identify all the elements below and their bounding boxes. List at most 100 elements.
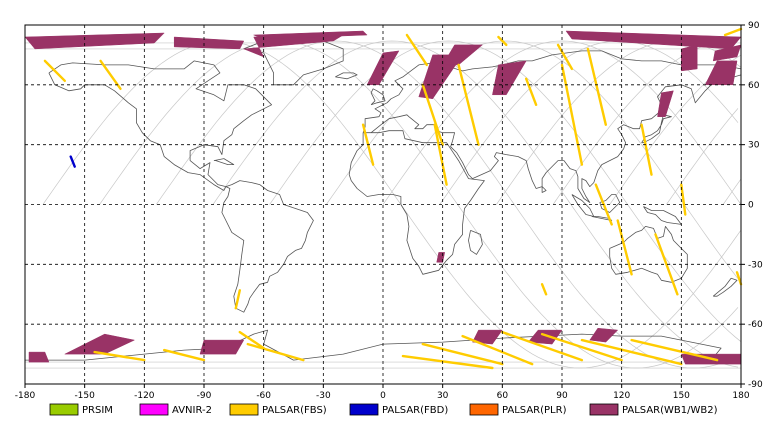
fbs-strip <box>93 350 146 362</box>
fbs-strip <box>401 354 494 370</box>
y-tick-label: 90 <box>748 21 760 31</box>
fbs-strip <box>421 83 444 146</box>
legend-item-prism: PRSIM <box>49 403 113 416</box>
fbs-strip <box>162 348 206 362</box>
x-tick-label: -60 <box>256 391 271 401</box>
legend-item-fbd: PALSAR(FBD) <box>349 403 448 416</box>
acquisition-coverage <box>24 27 743 370</box>
wb-swath <box>472 329 503 345</box>
wb-swath <box>589 327 619 343</box>
x-tick-label: 30 <box>437 391 449 401</box>
wb-swath <box>173 36 245 50</box>
y-tick-label: 30 <box>748 141 760 151</box>
y-tick-label: -90 <box>748 380 763 390</box>
coastline <box>641 114 672 144</box>
wb-swath <box>657 90 674 117</box>
legend-swatch <box>469 403 499 416</box>
legend-swatch <box>139 403 169 416</box>
legend: PRSIM AVNIR-2 PALSAR(FBS) PALSAR(FBD) PALSAR… <box>49 403 718 416</box>
orbit-track <box>326 40 739 279</box>
orbit-track <box>212 40 739 368</box>
fbs-strip <box>433 123 448 186</box>
legend-label: AVNIR-2 <box>172 405 212 416</box>
wb-swath <box>527 329 563 345</box>
x-tick-label: -180 <box>15 391 36 401</box>
coastline <box>221 180 314 313</box>
fbs-strip <box>654 233 679 296</box>
fbs-strip <box>556 43 574 71</box>
y-tick-label: -30 <box>748 260 763 270</box>
x-tick-label: -150 <box>74 391 95 401</box>
coastline <box>541 186 547 193</box>
legend-label: PALSAR(FBS) <box>262 405 327 416</box>
x-tick-label: -120 <box>134 391 155 401</box>
fbs-strip <box>525 77 538 107</box>
fbs-strip <box>616 219 633 276</box>
orbit-track <box>666 108 739 205</box>
x-tick-labels: -180 -150 -120 -90 -60 -30 0 30 60 90 120 150 180 <box>15 384 750 401</box>
legend-item-avnir: AVNIR-2 <box>139 403 212 416</box>
wb-swath <box>199 339 245 355</box>
legend-item-wb: PALSAR(WB1/WB2) <box>589 403 718 416</box>
fbs-strip <box>497 35 508 47</box>
coastline <box>335 72 358 80</box>
y-tick-labels: 90 60 30 0 -30 -60 -90 <box>741 21 763 390</box>
orbit-track <box>439 40 739 205</box>
x-tick-label: -90 <box>197 391 212 401</box>
fbs-strip <box>540 283 548 296</box>
fbs-strip <box>630 338 719 362</box>
legend-swatch <box>349 403 379 416</box>
fbs-strip <box>405 33 428 67</box>
fbs-strip <box>238 330 265 350</box>
orbit-track <box>722 178 742 205</box>
wb-swath <box>253 30 368 40</box>
fbs-strip <box>461 334 534 366</box>
legend-label: PRSIM <box>82 405 113 416</box>
legend-swatch <box>589 403 619 416</box>
fbs-strip <box>640 123 653 176</box>
x-tick-label: 90 <box>556 391 568 401</box>
coastline <box>348 130 485 275</box>
fbs-strip <box>580 338 683 366</box>
wb-swath <box>712 44 742 62</box>
coastline <box>370 74 742 203</box>
fbs-strip <box>501 330 584 362</box>
fbs-strip <box>99 59 122 91</box>
x-tick-label: 180 <box>732 391 749 401</box>
fbs-strip <box>586 47 607 126</box>
fbs-strip <box>457 63 480 146</box>
grid-lines <box>25 25 741 384</box>
wb-swath <box>24 32 165 50</box>
fbs-strip <box>234 289 242 310</box>
fbs-strip <box>421 342 504 366</box>
legend-item-fbs: PALSAR(FBS) <box>229 403 327 416</box>
y-tick-label: 60 <box>748 81 760 91</box>
coastline <box>599 194 621 213</box>
fbs-strip <box>43 59 67 83</box>
y-tick-label: 0 <box>748 201 754 211</box>
coastline <box>48 60 273 191</box>
coastline <box>712 277 738 297</box>
fbd-strip <box>69 155 76 168</box>
fbs-strip <box>246 342 305 362</box>
x-tick-label: 0 <box>380 391 386 401</box>
legend-label: PALSAR(PLR) <box>502 405 567 416</box>
x-tick-label: -30 <box>316 391 331 401</box>
legend-swatch <box>49 403 79 416</box>
coastline <box>370 88 386 106</box>
y-tick-label: -60 <box>748 320 763 330</box>
x-tick-label: 150 <box>673 391 690 401</box>
coastline <box>213 158 235 166</box>
wb-swath <box>681 44 698 72</box>
coastline <box>643 206 682 225</box>
legend-item-plr: PALSAR(PLR) <box>469 403 567 416</box>
fbs-strip <box>735 271 743 286</box>
wb-swath <box>28 351 50 363</box>
legend-label: PALSAR(FBD) <box>382 405 448 416</box>
fbs-strip <box>723 27 743 37</box>
legend-label: PALSAR(WB1/WB2) <box>622 405 718 416</box>
fbs-strip <box>560 63 584 166</box>
x-tick-label: 60 <box>497 391 509 401</box>
fbs-strip <box>540 332 623 362</box>
